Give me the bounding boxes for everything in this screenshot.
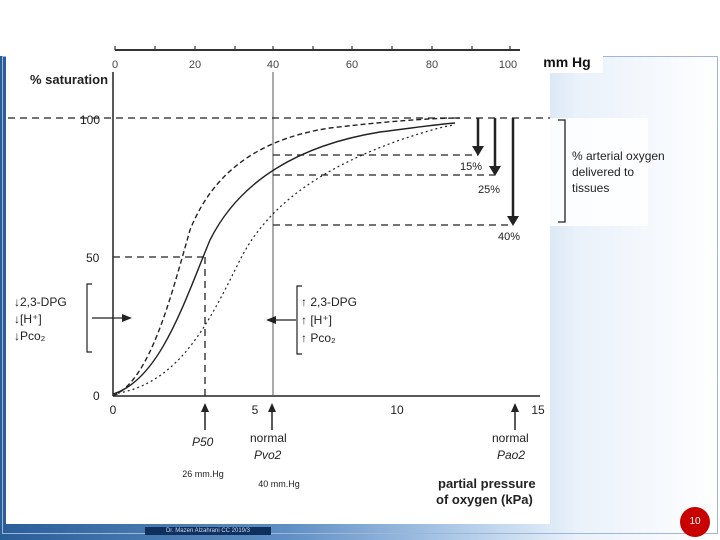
- y-tick-50: 50: [86, 251, 100, 265]
- mmhg-unit-label: mm Hg: [531, 51, 603, 73]
- arrow-15-head: [472, 146, 484, 156]
- pvo2-marker-head: [268, 403, 276, 412]
- left-shift-h: ↓[H⁺]: [14, 312, 42, 326]
- pvo2-label-line2: Pvo2: [254, 448, 282, 462]
- x-tick-15: 15: [531, 403, 545, 417]
- pvo2-label-line1: normal: [250, 431, 287, 445]
- delivery-40-label: 40%: [498, 231, 520, 243]
- y-tick-100: 100: [80, 113, 100, 127]
- right-shift-h: ↑ [H⁺]: [301, 313, 332, 327]
- x-tick-5: 5: [252, 403, 259, 417]
- arrow-40-head: [507, 216, 519, 226]
- delivery-label-line1: % arterial oxygen: [572, 149, 665, 163]
- p50-label: P50: [192, 435, 214, 449]
- right-shift-bracket: [296, 285, 302, 355]
- normal-curve: [112, 122, 456, 395]
- left-shift-arrow-head: [122, 314, 132, 322]
- delivery-arrows: [476, 118, 515, 218]
- left-shift-pco2: ↓Pco₂: [14, 329, 46, 343]
- delivery-label-line3: tissues: [572, 181, 609, 195]
- delivery-bracket: [558, 119, 566, 223]
- arrow-25-head: [489, 166, 501, 176]
- mmhg-tick-0: 0: [112, 59, 118, 71]
- pao2-label-line2: Pao2: [497, 448, 525, 462]
- pvo2-mmhg-box: [246, 472, 312, 496]
- mmhg-tick-20: 20: [189, 59, 201, 71]
- p50-mmhg-box: [172, 463, 234, 485]
- delivery-label-line2: delivered to: [572, 165, 634, 179]
- mmhg-tick-100: 100: [499, 59, 517, 71]
- pvo2-mmhg-label: 40 mm.Hg: [258, 479, 300, 489]
- x-tick-10: 10: [390, 403, 404, 417]
- right-shifted-curve: [112, 124, 456, 395]
- pao2-marker-head: [511, 403, 519, 412]
- p50-marker-head: [201, 403, 209, 412]
- right-shift-arrow-head: [266, 316, 276, 324]
- p50-mmhg-label: 26 mm.Hg: [182, 469, 224, 479]
- left-shifted-curve: [112, 117, 461, 397]
- reference-lines: [8, 117, 550, 396]
- x-axis-label-line2: of oxygen (kPa): [436, 492, 533, 507]
- delivery-25-label: 25%: [478, 184, 500, 196]
- label-panel: [550, 118, 648, 226]
- slide-footer: Dr. Mazen Alzahrani CC 2019/3: [145, 527, 271, 535]
- mmhg-tick-40: 40: [267, 59, 279, 71]
- left-shift-dpg: ↓2,3-DPG: [14, 295, 67, 309]
- page-number-badge: 10: [680, 507, 710, 537]
- mmhg-scale-ticks: [114, 46, 511, 50]
- right-shift-pco2: ↑ Pco₂: [301, 331, 336, 345]
- x-tick-0: 0: [110, 403, 117, 417]
- delivery-15-label: 15%: [460, 161, 482, 173]
- mmhg-tick-80: 80: [426, 59, 438, 71]
- x-axis-label-line1: partial pressure: [438, 476, 536, 491]
- y-axis-label: % saturation: [30, 72, 108, 87]
- mmhg-tick-60: 60: [346, 59, 358, 71]
- y-tick-0: 0: [93, 389, 100, 403]
- right-shift-dpg: ↑ 2,3-DPG: [301, 295, 357, 309]
- plot-panel: [6, 56, 550, 524]
- pao2-label-line1: normal: [492, 431, 529, 445]
- left-shift-bracket: [86, 283, 92, 353]
